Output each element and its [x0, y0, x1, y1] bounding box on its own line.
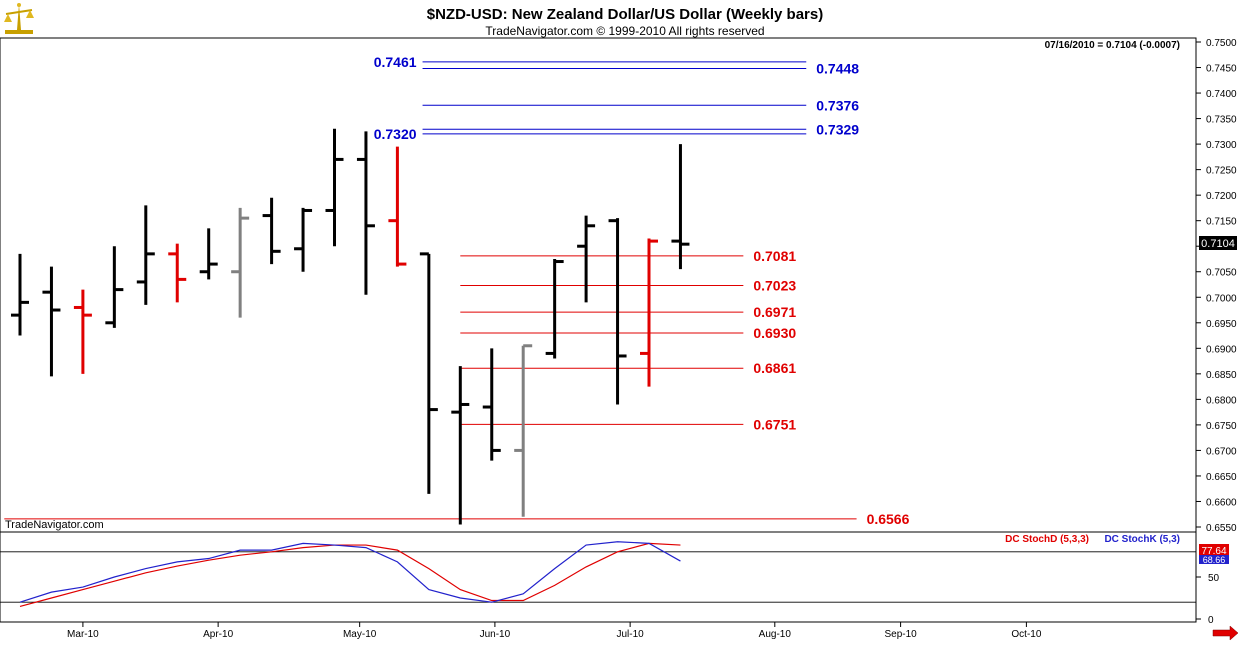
chart-copyright: TradeNavigator.com © 1999-2010 All right… [485, 24, 764, 38]
date-tick-label: Jul-10 [617, 629, 645, 640]
level-lines: 0.7448 0.7461 0.7376 0.7329 0.7320 0.7081 0.70… [4, 54, 910, 527]
stochastic-panel: 50 0 [0, 541, 1220, 626]
price-tick-label: 0.7500 [1206, 38, 1237, 49]
ohlc-bar [545, 258, 564, 359]
date-tick-label: Mar-10 [67, 629, 99, 640]
level-label: 0.7023 [753, 278, 796, 294]
ohlc-bar [451, 366, 470, 525]
level-label: 0.6566 [867, 511, 910, 527]
ohlc-bar [231, 207, 250, 318]
price-tick-label: 0.6550 [1206, 523, 1237, 534]
ohlc-bar [11, 253, 29, 336]
price-tick-label: 0.7250 [1206, 166, 1237, 177]
ohlc-bar [168, 243, 187, 303]
ohlc-bar [577, 215, 596, 303]
ohlc-bar [514, 344, 533, 517]
date-tick-label: Sep-10 [884, 629, 917, 640]
price-panel-frame [0, 37, 1197, 533]
date-tick-label: Apr-10 [203, 629, 233, 640]
stoch-k-value-box [1199, 555, 1229, 564]
date-tick-label: May-10 [343, 629, 377, 640]
last-price-label: 0.7104 [1201, 238, 1235, 250]
date-tick-label: Oct-10 [1011, 629, 1041, 640]
scroll-right-arrow-icon[interactable] [1211, 625, 1239, 641]
ohlc-bar [419, 252, 438, 494]
price-tick-label: 0.7300 [1206, 140, 1237, 151]
ohlc-bar [294, 207, 313, 272]
quote-readout: 07/16/2010 = 0.7104 (-0.0007) [1045, 40, 1180, 51]
ohlc-bar [325, 128, 344, 247]
ohlc-bar [356, 131, 375, 295]
ohlc-bar [73, 289, 92, 374]
ohlc-bar [42, 266, 61, 377]
stoch-tick-label: 0 [1208, 615, 1214, 626]
stoch-d-value: 77.64 [1201, 546, 1226, 557]
level-label: 0.7461 [374, 54, 417, 70]
level-label: 0.7329 [816, 121, 859, 137]
price-tick-label: 0.6750 [1206, 421, 1237, 432]
level-label: 0.7376 [816, 97, 859, 113]
date-tick-label: Jun-10 [480, 629, 511, 640]
price-axis: 0.7500 0.7450 0.7400 0.7350 0.7300 0.7250 0.72… [1196, 38, 1237, 534]
level-label: 0.6971 [753, 304, 796, 320]
ohlc-bar [136, 205, 155, 305]
price-tick-label: 0.7050 [1206, 268, 1237, 279]
ohlc-bar [388, 146, 407, 267]
ohlc-bar [482, 348, 501, 461]
legend-stoch-d: DC StochD (5,3,3) [1005, 534, 1089, 545]
ohlc-bar [640, 238, 658, 387]
price-tick-label: 0.6950 [1206, 319, 1237, 330]
price-tick-label: 0.7450 [1206, 64, 1237, 75]
stoch-k-value: 68.66 [1203, 555, 1226, 565]
stoch-panel-frame [0, 531, 1197, 623]
stoch-tick-label: 50 [1208, 573, 1220, 584]
price-tick-label: 0.7200 [1206, 191, 1237, 202]
ohlc-bar [671, 144, 690, 270]
price-tick-label: 0.6800 [1206, 395, 1237, 406]
level-label: 0.7320 [374, 126, 417, 142]
price-tick-label: 0.6600 [1206, 497, 1237, 508]
level-label: 0.7448 [816, 61, 859, 77]
price-tick-label: 0.7350 [1206, 115, 1237, 126]
chart-title: $NZD-USD: New Zealand Dollar/US Dollar (… [427, 6, 823, 23]
price-tick-label: 0.6900 [1206, 344, 1237, 355]
watermark: TradeNavigator.com [5, 519, 104, 531]
stoch-k-line [19, 541, 681, 603]
legend-stoch-k: DC StochK (5,3) [1104, 534, 1180, 545]
date-tick-label: Aug-10 [759, 629, 792, 640]
level-label: 0.6751 [753, 416, 796, 432]
level-label: 0.6861 [753, 360, 796, 376]
stoch-d-value-box [1199, 544, 1229, 556]
date-axis: Mar-10 Apr-10 May-10 Jun-10 Jul-10 Aug-10 Sep-… [67, 622, 1042, 640]
ohlc-bar [199, 228, 218, 280]
stoch-d-line [19, 542, 681, 607]
price-tick-label: 0.6650 [1206, 472, 1237, 483]
price-tick-label: 0.6850 [1206, 370, 1237, 381]
price-tick-label: 0.7000 [1206, 293, 1237, 304]
last-price-box [1199, 236, 1237, 250]
ohlc-bar [105, 246, 124, 328]
level-label: 0.7081 [753, 248, 796, 264]
ohlc-bar [262, 197, 281, 265]
price-bars [11, 128, 690, 525]
price-tick-label: 0.7400 [1206, 89, 1237, 100]
ohlc-bar [608, 218, 627, 405]
price-tick-label: 0.6700 [1206, 446, 1237, 457]
scales-icon [4, 3, 34, 34]
level-label: 0.6930 [753, 325, 796, 341]
price-tick-label: 0.7150 [1206, 217, 1237, 228]
